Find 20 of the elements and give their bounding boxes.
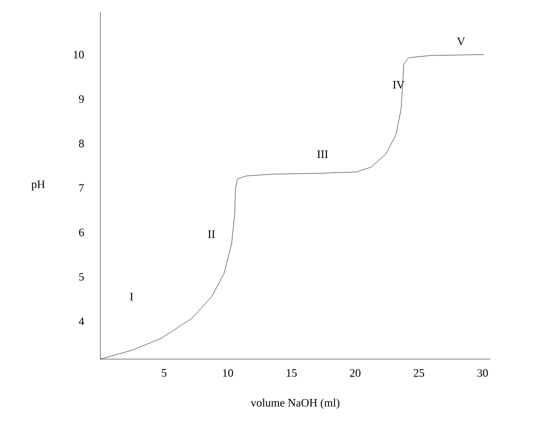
x-tick-label: 10 (223, 369, 234, 377)
annotation: V (457, 38, 465, 46)
annotation: I (130, 293, 134, 300)
x-tick-label: 5 (162, 369, 166, 377)
x-tick-label: 30 (477, 369, 488, 377)
y-tick-label: 9 (78, 95, 84, 104)
annotation: II (208, 230, 215, 238)
y-tick-label: 6 (79, 228, 84, 236)
y-tick-label: 5 (79, 273, 84, 281)
x-axis-title: volume NaOH (ml) (250, 398, 340, 410)
annotation: IV (393, 81, 404, 89)
x-tick-label: 15 (286, 369, 297, 377)
y-tick-label: 10 (74, 50, 84, 59)
y-axis-title: pH (31, 180, 45, 191)
y-tick-label: 8 (79, 140, 84, 148)
x-tick-label: 25 (414, 369, 424, 377)
y-tick-label: 7 (79, 184, 84, 192)
annotation: III (317, 150, 328, 158)
x-tick-label: 20 (350, 369, 360, 377)
y-tick-label: 4 (78, 318, 84, 326)
